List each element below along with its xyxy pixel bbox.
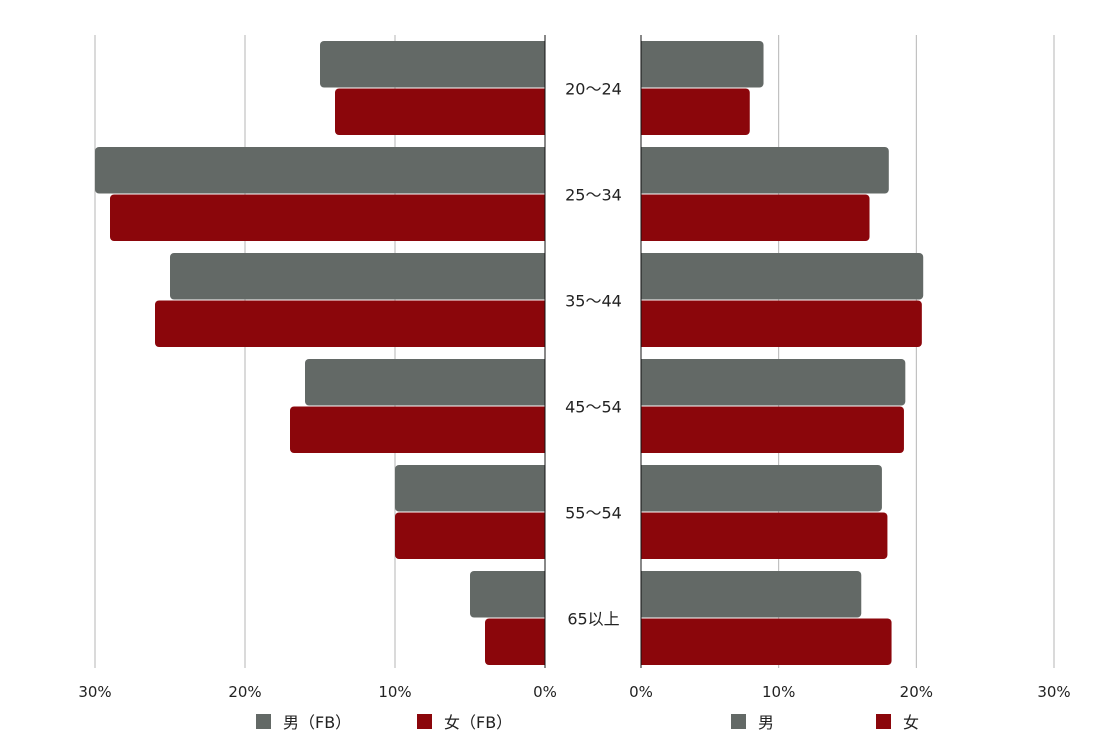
legend-label-男-FB: 男（FB） — [283, 713, 351, 732]
bar-base-left-女-FB-5 — [540, 618, 545, 665]
tick-label-left-2: 20% — [228, 683, 261, 701]
bar-right-男-0 — [641, 41, 764, 88]
bar-base-right-女-2 — [641, 300, 646, 347]
tick-label-right-2: 20% — [900, 683, 933, 701]
legend-swatch-女-FB — [417, 714, 432, 729]
bar-left-女-FB-3 — [290, 406, 545, 453]
bar-left-男-FB-0 — [320, 41, 545, 88]
legend-swatch-女 — [876, 714, 891, 729]
bar-base-right-男-1 — [641, 147, 646, 194]
bar-base-right-男-4 — [641, 465, 646, 512]
bar-base-right-男-0 — [641, 41, 646, 88]
bar-right-女-4 — [641, 512, 888, 559]
category-label-1: 25〜34 — [565, 186, 622, 205]
bar-right-男-5 — [641, 571, 862, 618]
bar-base-right-女-4 — [641, 512, 646, 559]
tick-label-right-1: 10% — [762, 683, 795, 701]
bar-right-男-2 — [641, 253, 924, 300]
category-label-0: 20〜24 — [565, 80, 622, 99]
bar-right-男-4 — [641, 465, 882, 512]
legend-label-女: 女 — [903, 713, 919, 732]
bar-base-left-女-FB-2 — [540, 300, 545, 347]
tick-label-left-3: 30% — [78, 683, 111, 701]
bar-left-女-FB-2 — [155, 300, 545, 347]
axes — [544, 35, 642, 668]
tick-label-right-0: 0% — [629, 683, 653, 701]
category-label-5: 65以上 — [567, 610, 619, 629]
bar-base-left-男-FB-0 — [540, 41, 545, 88]
bar-base-left-男-FB-1 — [540, 147, 545, 194]
bar-base-right-男-5 — [641, 571, 646, 618]
legend-swatch-男-FB — [256, 714, 271, 729]
bar-right-女-5 — [641, 618, 892, 665]
legend: 男（FB） 女（FB） 男 女 — [256, 713, 919, 732]
bar-base-left-男-FB-2 — [540, 253, 545, 300]
bar-left-女-FB-4 — [395, 512, 545, 559]
bar-base-left-男-FB-3 — [540, 359, 545, 406]
bar-base-right-女-0 — [641, 88, 646, 135]
bar-base-right-男-2 — [641, 253, 646, 300]
bar-left-女-FB-5 — [485, 618, 545, 665]
bar-right-女-0 — [641, 88, 750, 135]
category-label-2: 35〜44 — [565, 292, 622, 311]
category-label-3: 45〜54 — [565, 398, 622, 417]
bar-left-女-FB-1 — [110, 194, 545, 241]
category-label-4: 55〜54 — [565, 504, 622, 523]
bar-right-女-2 — [641, 300, 922, 347]
bar-base-left-男-FB-4 — [540, 465, 545, 512]
bar-base-left-男-FB-5 — [540, 571, 545, 618]
bars — [95, 41, 924, 665]
bar-base-left-女-FB-3 — [540, 406, 545, 453]
bar-left-女-FB-0 — [335, 88, 545, 135]
legend-label-男: 男 — [758, 713, 774, 732]
bar-base-right-女-1 — [641, 194, 646, 241]
tick-label-left-0: 0% — [533, 683, 557, 701]
bar-right-女-3 — [641, 406, 904, 453]
tick-label-left-1: 10% — [378, 683, 411, 701]
bar-left-男-FB-2 — [170, 253, 545, 300]
bar-left-男-FB-1 — [95, 147, 545, 194]
legend-swatch-男 — [731, 714, 746, 729]
bar-base-right-男-3 — [641, 359, 646, 406]
bar-right-男-3 — [641, 359, 906, 406]
bar-left-男-FB-5 — [470, 571, 545, 618]
bar-right-女-1 — [641, 194, 870, 241]
labels: 0% 10% 20% 30% 0% 10% 20% 30% 20〜24 25〜34 35〜44 45〜… — [78, 80, 1070, 702]
bar-base-right-女-3 — [641, 406, 646, 453]
bar-left-男-FB-3 — [305, 359, 545, 406]
bar-base-left-女-FB-4 — [540, 512, 545, 559]
gridlines — [94, 35, 1055, 668]
legend-label-女-FB: 女（FB） — [444, 713, 512, 732]
bar-base-left-女-FB-1 — [540, 194, 545, 241]
tick-label-right-3: 30% — [1037, 683, 1070, 701]
bar-right-男-1 — [641, 147, 889, 194]
bar-left-男-FB-4 — [395, 465, 545, 512]
bar-base-right-女-5 — [641, 618, 646, 665]
bar-base-left-女-FB-0 — [540, 88, 545, 135]
